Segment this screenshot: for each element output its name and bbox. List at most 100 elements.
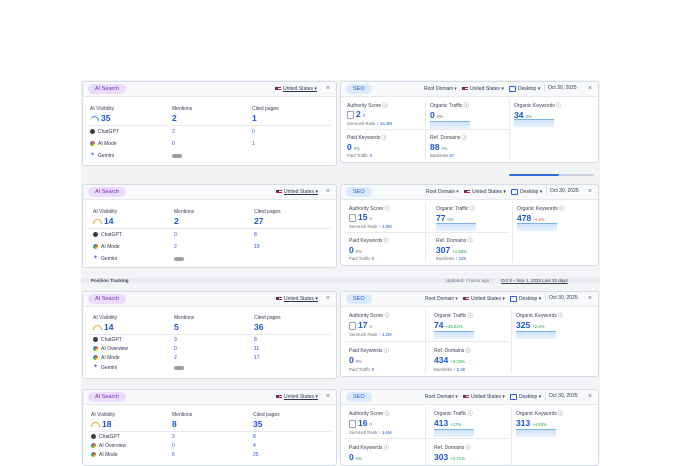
chatgpt-cited[interactable]: 8 — [254, 232, 257, 238]
mentions-value[interactable]: 2 — [172, 113, 177, 123]
date-selector[interactable]: Oct 30, 2025 — [545, 392, 581, 400]
organic-keywords-value[interactable]: 325 +2.2% — [516, 320, 545, 330]
cited-pages-value[interactable]: 1 — [252, 113, 257, 123]
chatgpt-mentions[interactable]: 2 — [172, 129, 175, 135]
organic-traffic-value[interactable]: 77 0% — [436, 213, 454, 223]
ai-mode-cited[interactable]: 25 — [253, 452, 259, 458]
authority-icon — [347, 110, 354, 119]
chatgpt-cited[interactable]: 8 — [253, 434, 256, 440]
ai-mode-mentions[interactable]: 2 — [174, 355, 177, 361]
ai-mode-mentions[interactable]: 0 — [172, 141, 175, 147]
close-icon[interactable]: × — [587, 295, 592, 302]
database-selector[interactable]: United States ▾ — [463, 393, 505, 401]
chatgpt-mentions[interactable]: 3 — [174, 337, 177, 343]
date-range-selector[interactable]: Oct 3 – Nov 1, 2025 Last 30 days — [501, 278, 568, 283]
engine-row-ai-overview: AI Overview — [91, 443, 126, 449]
device-selector[interactable]: Desktop ▾ — [511, 188, 542, 196]
scrollbar-thumb[interactable] — [509, 174, 559, 176]
cited-pages-label: Cited pages — [252, 106, 279, 112]
database-selector[interactable]: United States ▾ — [275, 85, 317, 93]
paid-keywords-value[interactable]: 0 0% — [347, 142, 360, 152]
ai-mode-cited[interactable]: 17 — [254, 355, 260, 361]
organic-keywords-value[interactable]: 313 +4.83% — [516, 418, 547, 428]
engine-row-ai-mode: AI Mode — [93, 244, 120, 250]
engine-row-gemini: ✦ Gemini — [90, 152, 114, 159]
organic-keywords-value[interactable]: 478 -4.4% — [517, 213, 545, 223]
database-selector[interactable]: United States ▾ — [462, 85, 504, 93]
organic-keywords-sparkline — [514, 119, 554, 127]
cited-pages-value[interactable]: 35 — [253, 419, 263, 429]
ai-overview-cited[interactable]: 11 — [254, 346, 260, 352]
ref-domains-value[interactable]: 88 0% — [430, 142, 448, 152]
cited-pages-value[interactable]: 27 — [254, 216, 264, 226]
ai-visibility-value[interactable]: 14 — [93, 322, 113, 332]
organic-traffic-value[interactable]: 0 0% — [430, 110, 443, 120]
ai-mode-cited[interactable]: 1 — [252, 141, 255, 147]
date-selector[interactable]: Oct 30, 2025 — [545, 294, 581, 302]
authority-score-value[interactable]: 16 0 — [349, 418, 372, 428]
position-tracking-strip — [81, 278, 600, 283]
organic-traffic-label: Organic Traffic ⓘ — [436, 206, 475, 212]
root-domain-selector[interactable]: Root Domain — [424, 85, 457, 93]
ref-domains-value[interactable]: 303 +2.71% — [434, 452, 465, 462]
cited-pages-value[interactable]: 36 — [254, 322, 264, 332]
database-selector[interactable]: United States ▾ — [464, 188, 506, 196]
organic-traffic-value[interactable]: 413 +17% — [434, 418, 462, 428]
root-domain-selector[interactable]: Root Domain — [425, 393, 458, 401]
device-selector[interactable]: Desktop ▾ — [509, 85, 540, 93]
ref-domains-label: Ref. Domains ⓘ — [430, 135, 467, 141]
ai-mode-cited[interactable]: 19 — [254, 244, 260, 250]
chatgpt-mentions[interactable]: 0 — [174, 232, 177, 238]
organic-traffic-value[interactable]: 74 +25.81% — [434, 320, 463, 330]
mentions-value[interactable]: 5 — [174, 322, 179, 332]
ai-mode-mentions[interactable]: 2 — [174, 244, 177, 250]
root-domain-selector[interactable]: Root Domain — [425, 295, 458, 303]
date-selector[interactable]: Oct 30, 2025 — [544, 84, 580, 92]
close-icon[interactable]: × — [325, 295, 330, 302]
mentions-value[interactable]: 2 — [174, 216, 179, 226]
authority-score-value[interactable]: 15 0 — [349, 212, 372, 222]
device-selector[interactable]: Desktop ▾ — [510, 295, 541, 303]
close-icon[interactable]: × — [587, 393, 592, 400]
paid-keywords-value[interactable]: 0 0% — [349, 452, 362, 462]
organic-keywords-value[interactable]: 34 0% — [514, 110, 532, 120]
ai-overview-mentions[interactable]: 0 — [172, 443, 175, 449]
close-icon[interactable]: × — [587, 85, 592, 92]
ref-domains-value[interactable]: 307 +1.66% — [436, 245, 467, 255]
close-icon[interactable]: × — [325, 188, 330, 195]
ai-overview-cited[interactable]: 4 — [253, 443, 256, 449]
ai-overview-mentions[interactable]: 0 — [174, 346, 177, 352]
ai-visibility-value[interactable]: 35 — [90, 113, 110, 123]
card-header: AI Search United States ▾ × — [83, 390, 336, 405]
gemini-locked-bar — [172, 154, 182, 158]
semrush-rank: Semrush Rank ↑ 1.6M — [349, 430, 392, 435]
paid-keywords-label: Paid Keywords ⓘ — [349, 238, 389, 244]
close-icon[interactable]: × — [325, 393, 330, 400]
database-selector[interactable]: United States ▾ — [276, 393, 318, 401]
authority-score-value[interactable]: 17 0 — [349, 320, 372, 330]
ref-domains-value[interactable]: 434 +3.23% — [434, 355, 465, 365]
ai-mode-mentions[interactable]: 6 — [172, 452, 175, 458]
ai-visibility-value[interactable]: 18 — [91, 419, 111, 429]
ai-visibility-value[interactable]: 14 — [93, 216, 113, 226]
device-selector[interactable]: Desktop ▾ — [510, 393, 541, 401]
ref-domains-label: Ref. Domains ⓘ — [434, 348, 471, 354]
chatgpt-mentions[interactable]: 2 — [172, 434, 175, 440]
close-icon[interactable]: × — [587, 188, 592, 195]
database-selector[interactable]: United States ▾ — [463, 295, 505, 303]
database-selector[interactable]: United States ▾ — [276, 295, 318, 303]
chatgpt-cited[interactable]: 8 — [254, 337, 257, 343]
ai-visibility-label: AI Visibility — [91, 412, 116, 418]
mentions-value[interactable]: 8 — [172, 419, 177, 429]
chatgpt-cited[interactable]: 0 — [252, 129, 255, 135]
divider — [345, 438, 509, 439]
database-selector[interactable]: United States ▾ — [276, 188, 318, 196]
close-icon[interactable]: × — [325, 85, 330, 92]
paid-keywords-value[interactable]: 0 0% — [349, 245, 362, 255]
date-selector[interactable]: Oct 30, 2025 — [546, 187, 582, 195]
seo-pill: SEO — [346, 187, 372, 197]
paid-keywords-value[interactable]: 0 0% — [349, 355, 362, 365]
mentions-label: Mentions — [172, 412, 193, 418]
root-domain-selector[interactable]: Root Domain — [426, 188, 459, 196]
